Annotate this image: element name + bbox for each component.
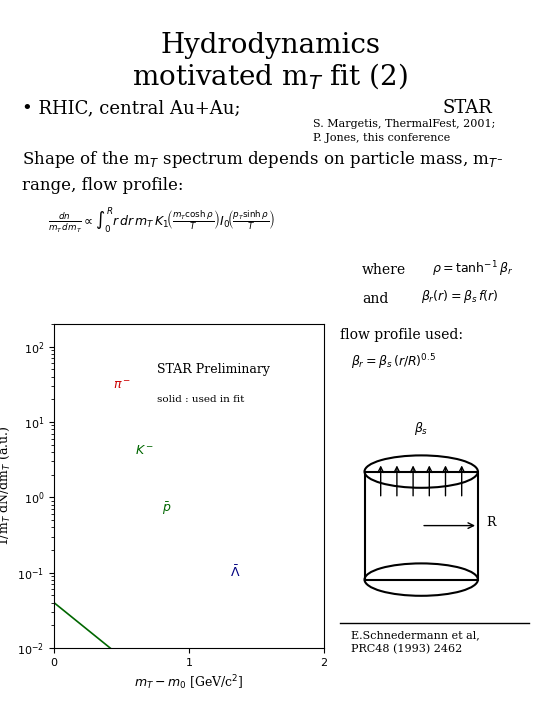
Text: solid : used in fit: solid : used in fit: [157, 395, 244, 404]
Text: $\beta_s$: $\beta_s$: [414, 420, 428, 437]
Text: $\bar{\Lambda}$: $\bar{\Lambda}$: [230, 564, 240, 580]
Text: flow profile used:: flow profile used:: [340, 328, 463, 341]
Text: motivated m$_{T}$ fit (2): motivated m$_{T}$ fit (2): [132, 61, 408, 91]
Text: E.Schnedermann et al,
PRC48 (1993) 2462: E.Schnedermann et al, PRC48 (1993) 2462: [351, 630, 480, 654]
Text: $\beta_r(r) = \beta_s\,f(r)$: $\beta_r(r) = \beta_s\,f(r)$: [421, 288, 498, 305]
Text: $\beta_r = \beta_s\,(r/R)^{0.5}$: $\beta_r = \beta_s\,(r/R)^{0.5}$: [351, 353, 436, 372]
Text: $\bar{p}$: $\bar{p}$: [162, 500, 171, 517]
Text: $\frac{dn}{m_T\,dm_T} \propto \int_0^R r\,dr\,m_T\,K_1\!\left(\frac{m_T\cosh\rho: $\frac{dn}{m_T\,dm_T} \propto \int_0^R r…: [48, 205, 276, 235]
Text: Hydrodynamics: Hydrodynamics: [160, 32, 380, 59]
Text: where: where: [362, 263, 406, 276]
Text: $K^-$: $K^-$: [135, 444, 154, 456]
Text: $\rho = \tanh^{-1}\beta_r$: $\rho = \tanh^{-1}\beta_r$: [432, 259, 513, 279]
Text: R: R: [486, 516, 496, 528]
Text: • RHIC, central Au+Au;: • RHIC, central Au+Au;: [22, 99, 240, 117]
Bar: [364, 472, 478, 580]
Text: P. Jones, this conference: P. Jones, this conference: [313, 133, 450, 143]
Text: STAR: STAR: [443, 99, 492, 117]
Text: STAR Preliminary: STAR Preliminary: [157, 363, 269, 376]
Text: $\pi^-$: $\pi^-$: [113, 379, 132, 392]
Text: Shape of the m$_{T}$ spectrum depends on particle mass, m$_{T}$-
range, flow pro: Shape of the m$_{T}$ spectrum depends on…: [22, 149, 503, 194]
Y-axis label: 1/m$_{T}$ dN/dm$_{T}$ (a.u.): 1/m$_{T}$ dN/dm$_{T}$ (a.u.): [0, 426, 12, 546]
Text: S. Margetis, ThermalFest, 2001;: S. Margetis, ThermalFest, 2001;: [313, 119, 496, 129]
Text: and: and: [362, 292, 388, 305]
X-axis label: $m_{T}- m_{0}$ [GeV/c$^{2}$]: $m_{T}- m_{0}$ [GeV/c$^{2}$]: [134, 673, 244, 692]
